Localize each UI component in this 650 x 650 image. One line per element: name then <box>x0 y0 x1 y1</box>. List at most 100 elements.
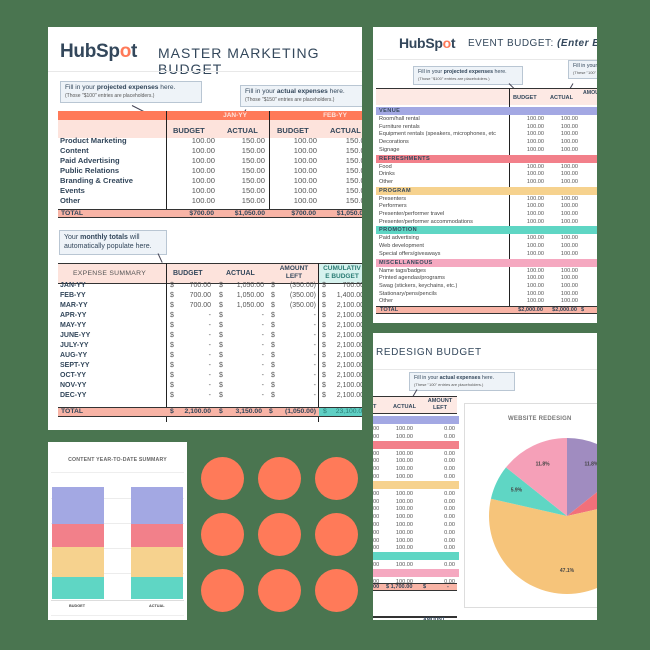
actual-cell[interactable]: 100.00 <box>395 490 413 497</box>
actual-cell[interactable]: 100.00 <box>395 537 413 544</box>
actual-cell[interactable]: 150.00 <box>241 185 265 195</box>
budget-cell-cut: 00 <box>373 579 380 585</box>
actual-cell[interactable]: 100.00 <box>395 498 413 505</box>
budget-cell[interactable]: 100.00 <box>191 175 215 185</box>
list-item: Other 100.00 100.00 <box>376 298 597 304</box>
actual-cell[interactable]: 100.00 <box>395 458 413 465</box>
actual-cell[interactable]: 150.00 <box>241 195 265 205</box>
actual-cell[interactable]: 150.00 <box>345 195 362 205</box>
actual-cell[interactable]: 100.00 <box>395 506 413 513</box>
budget-cell[interactable]: 100.00 <box>191 155 215 165</box>
actual-cell[interactable]: 100.00 <box>560 282 578 289</box>
item-label: Presenter/performer accommodations <box>379 218 473 225</box>
budget-cell[interactable]: 100.00 <box>293 165 317 175</box>
actual-cell[interactable]: 100.00 <box>395 433 413 440</box>
list-item: Presenters 100.00 100.00 <box>376 196 597 202</box>
budget-cell[interactable]: 100.00 <box>526 290 544 297</box>
actual-cell[interactable]: 100.00 <box>395 466 413 473</box>
actual-cell[interactable]: 100.00 <box>395 522 413 528</box>
budget-cell[interactable]: 100.00 <box>526 250 544 257</box>
actual-cell[interactable]: 100.00 <box>560 267 578 274</box>
actual-cell[interactable]: 100.00 <box>395 514 413 521</box>
actual-cell[interactable]: 150.00 <box>241 145 265 155</box>
budget-cell[interactable]: 100.00 <box>526 211 544 217</box>
actual-cell[interactable]: 150.00 <box>345 135 362 145</box>
actual-cell[interactable]: 100.00 <box>560 146 578 153</box>
actual-cell[interactable]: 100.00 <box>560 195 578 202</box>
actual-cell[interactable]: 150.00 <box>345 145 362 155</box>
actual-cell[interactable]: 150.00 <box>345 175 362 185</box>
actual-cell[interactable]: 100.00 <box>395 529 413 536</box>
actual-cell[interactable]: 100.00 <box>395 562 413 569</box>
budget-cell[interactable]: 100.00 <box>526 218 544 225</box>
budget-cell[interactable]: 100.00 <box>293 155 317 165</box>
budget-cell-cut: 00 <box>373 506 380 513</box>
budget-cell[interactable]: 100.00 <box>526 267 544 274</box>
actual-cell[interactable]: 150.00 <box>345 185 362 195</box>
actual-cell[interactable]: 100.00 <box>560 116 578 122</box>
actual-cell[interactable]: 100.00 <box>560 250 578 257</box>
actual-cell[interactable]: 100.00 <box>560 275 578 282</box>
currency: $ <box>271 331 275 339</box>
budget-cell[interactable]: 100.00 <box>293 135 317 145</box>
actual-cell[interactable]: 100.00 <box>560 131 578 138</box>
budget-cell[interactable]: 100.00 <box>293 185 317 195</box>
budget-cell[interactable]: 100.00 <box>526 146 544 153</box>
budget-cell-cut: 00 <box>373 498 380 505</box>
budget-cell[interactable]: 100.00 <box>526 178 544 185</box>
total-actual: $ 1,700.00 <box>386 584 413 590</box>
budget-cell-cut: 00 <box>373 458 380 465</box>
actual-cell[interactable]: 100.00 <box>560 123 578 130</box>
cumulative-value: 2,100.00 <box>336 381 362 389</box>
list-item: 00 100.00 0.00 <box>373 425 459 433</box>
divider <box>377 59 597 60</box>
budget-cell[interactable]: 100.00 <box>526 243 544 250</box>
budget-cell[interactable]: 100.00 <box>191 195 215 205</box>
cumulative-value: 700.00 <box>342 281 362 289</box>
actual-cell[interactable]: 100.00 <box>395 579 413 585</box>
budget-cell[interactable]: 100.00 <box>526 163 544 170</box>
budget-cell[interactable]: 100.00 <box>293 145 317 155</box>
budget-cell[interactable]: 100.00 <box>526 195 544 202</box>
budget-cell[interactable]: 100.00 <box>526 298 544 305</box>
actual-cell[interactable]: 100.00 <box>395 450 413 457</box>
callout-projected: Fill in your projected expenses here. (T… <box>60 81 202 103</box>
list-item: 00 100.00 0.00 <box>373 561 459 569</box>
budget-cell[interactable]: 100.00 <box>526 123 544 130</box>
actual-cell[interactable]: 150.00 <box>345 165 362 175</box>
actual-cell[interactable]: 100.00 <box>560 171 578 178</box>
actual-cell[interactable]: 100.00 <box>560 235 578 242</box>
budget-cell[interactable]: 100.00 <box>526 139 544 146</box>
actual-cell[interactable]: 100.00 <box>560 218 578 225</box>
actual-cell[interactable]: 100.00 <box>395 426 413 432</box>
budget-cell[interactable]: 100.00 <box>191 135 215 145</box>
budget-cell[interactable]: 100.00 <box>526 203 544 210</box>
budget-cell[interactable]: 100.00 <box>526 171 544 178</box>
actual-cell[interactable]: 150.00 <box>241 175 265 185</box>
actual-cell[interactable]: 150.00 <box>241 155 265 165</box>
actual-cell[interactable]: 100.00 <box>560 178 578 185</box>
budget-cell[interactable]: 100.00 <box>191 145 215 155</box>
budget-cell[interactable]: 100.00 <box>526 235 544 242</box>
actual-cell[interactable]: 100.00 <box>560 163 578 170</box>
actual-cell[interactable]: 150.00 <box>241 135 265 145</box>
budget-cell[interactable]: 100.00 <box>526 275 544 282</box>
budget-cell[interactable]: 100.00 <box>191 165 215 175</box>
actual-cell[interactable]: 100.00 <box>560 290 578 297</box>
actual-cell[interactable]: 100.00 <box>560 203 578 210</box>
actual-cell[interactable]: 100.00 <box>395 474 413 480</box>
actual-cell[interactable]: 150.00 <box>345 155 362 165</box>
actual-cell[interactable]: 100.00 <box>395 545 413 552</box>
budget-cell[interactable]: 100.00 <box>293 175 317 185</box>
actual-cell[interactable]: 100.00 <box>560 211 578 217</box>
actual-cell[interactable]: 100.00 <box>560 139 578 146</box>
actual-cell[interactable]: 100.00 <box>560 243 578 250</box>
budget-cell[interactable]: 100.00 <box>526 282 544 289</box>
budget-cell[interactable]: 100.00 <box>191 185 215 195</box>
budget-cell[interactable]: 100.00 <box>526 116 544 122</box>
actual-cell[interactable]: 150.00 <box>241 165 265 175</box>
currency: $ <box>219 331 223 339</box>
budget-cell[interactable]: 100.00 <box>293 195 317 205</box>
actual-cell[interactable]: 100.00 <box>560 298 578 305</box>
budget-cell[interactable]: 100.00 <box>526 131 544 138</box>
